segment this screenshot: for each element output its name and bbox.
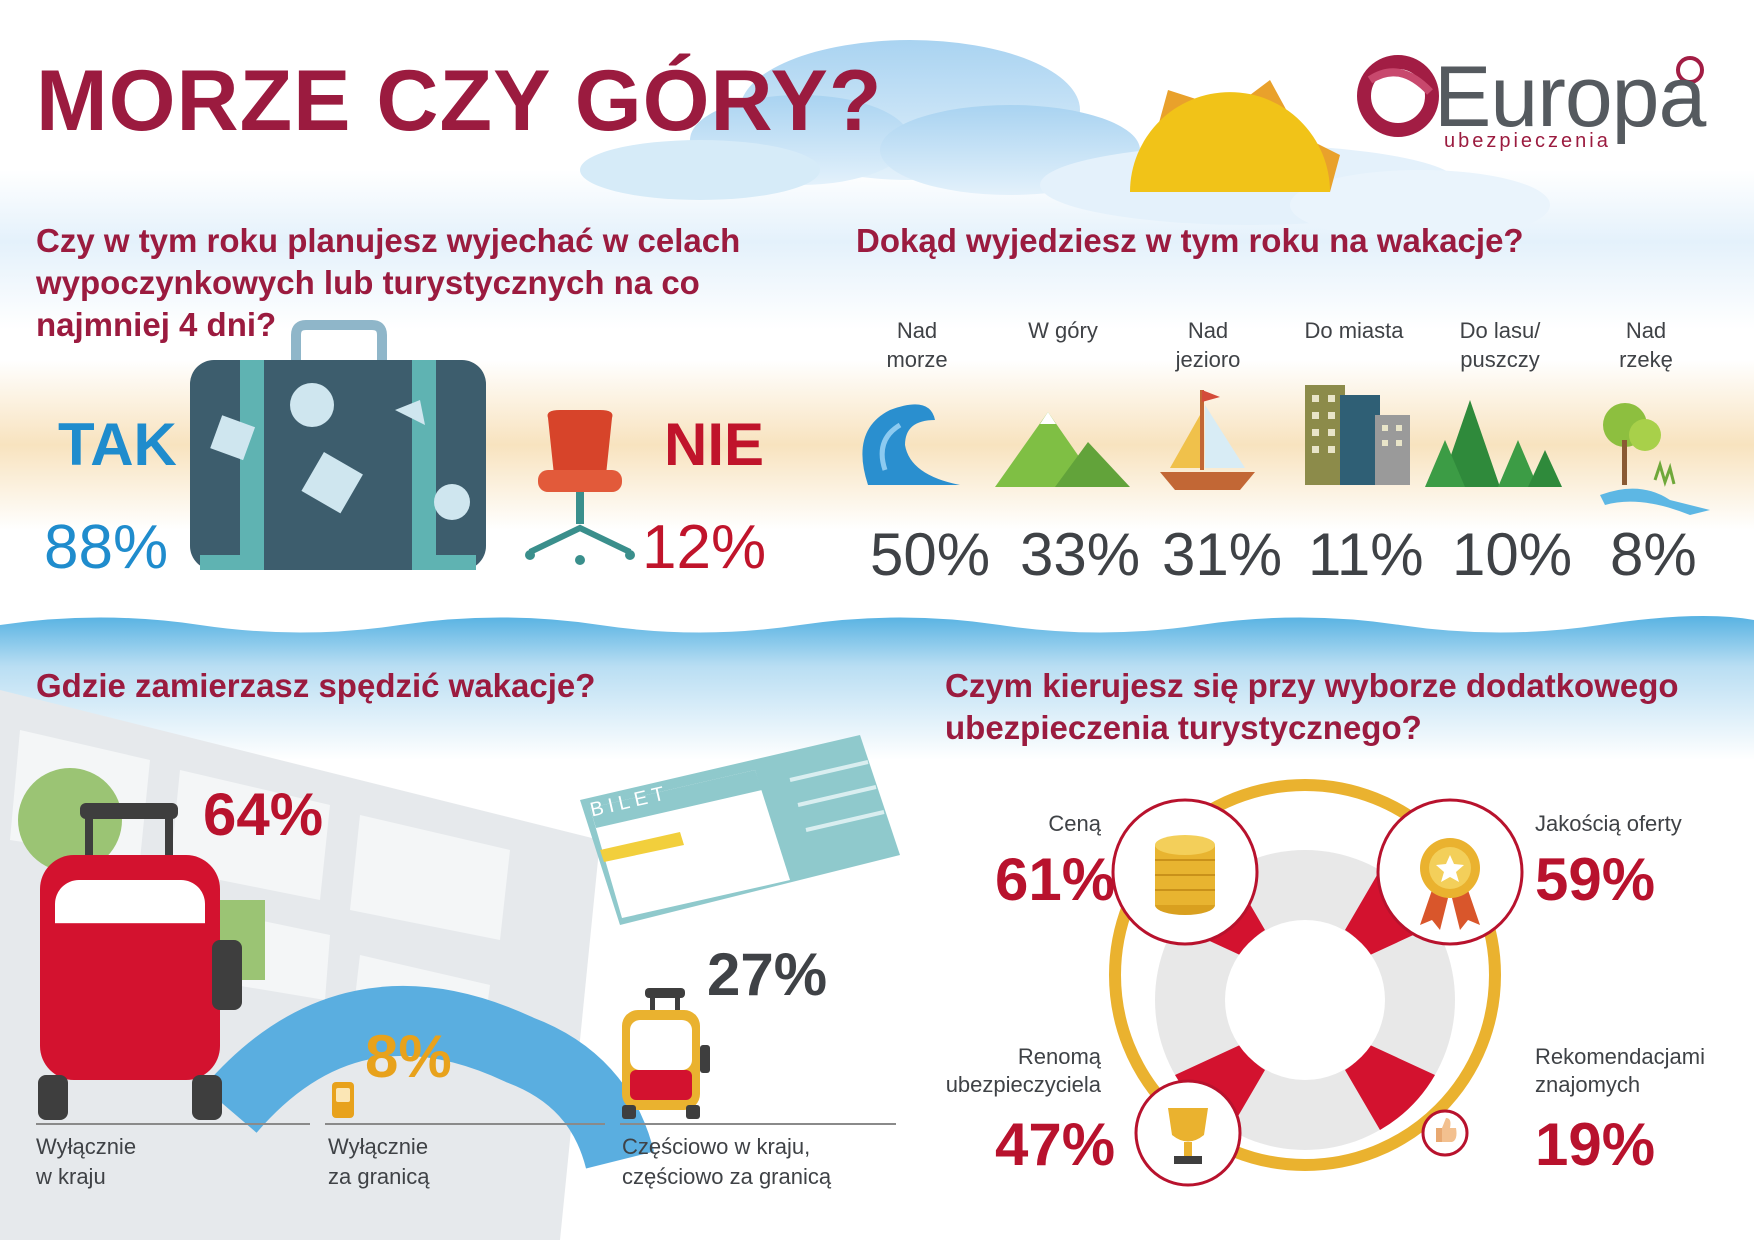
luggage-medium-icon xyxy=(622,988,710,1119)
q3-question: Gdzie zamierzasz spędzić wakacje? xyxy=(36,667,596,704)
q4-label-recommendation: Rekomendacjami znajomych xyxy=(1535,1044,1705,1097)
q2-question: Dokąd wyjedziesz w tym roku na wakacje? xyxy=(856,222,1524,259)
q2-pct-mountains: 33% xyxy=(1020,521,1141,588)
trophy-icon xyxy=(1134,1079,1242,1187)
q1-no-pct: 12% xyxy=(642,513,767,582)
luggage-large-fill xyxy=(55,923,205,1000)
q4-question: Czym kierujesz się przy wyborze dodatkow… xyxy=(945,665,1725,749)
q4-label-price: Ceną xyxy=(1048,811,1101,836)
mountains-icon xyxy=(995,412,1130,487)
q2-label-mountains: W góry xyxy=(1028,318,1098,343)
q4-label-quality: Jakością oferty xyxy=(1535,811,1682,836)
logo-wordmark: Europa xyxy=(1434,49,1706,145)
q1-question: Czy w tym roku planujesz wyjechać w cela… xyxy=(36,220,836,346)
ticket-icon xyxy=(580,735,900,925)
q2-label-river: Nad rzekę xyxy=(1619,318,1673,372)
page-title: MORZE CZY GÓRY? xyxy=(36,53,883,149)
luggage-large-icon xyxy=(38,803,242,1120)
sailboat-icon xyxy=(1160,390,1255,490)
thumbs-up-icon xyxy=(1421,1109,1469,1157)
river-tree-icon xyxy=(1600,403,1710,515)
q2-label-forest: Do lasu/puszczy xyxy=(1459,318,1541,372)
chair-icon xyxy=(525,410,635,565)
q2-label-sea: Nad morze xyxy=(886,318,948,372)
coins-icon xyxy=(1111,798,1259,946)
logo-swirl-icon xyxy=(1357,55,1704,137)
q1-question-line2: wypoczynkowych lub turystycznych na co n… xyxy=(36,264,700,343)
sun-icon xyxy=(1130,80,1340,192)
q2-pct-city: 11% xyxy=(1308,521,1424,588)
q4-pct-price: 61% xyxy=(995,846,1116,913)
q3-caption-mixed: Częściowo w kraju, częściowo za granicą xyxy=(622,1134,832,1189)
q4-pct-reputation: 47% xyxy=(995,1111,1116,1178)
q3-pct-mixed: 27% xyxy=(707,941,828,1008)
wave-icon xyxy=(862,404,960,485)
q3-pct-abroad: 8% xyxy=(365,1023,452,1090)
q4-pct-quality: 59% xyxy=(1535,846,1656,913)
q4-question-line2: ubezpieczenia turystycznego? xyxy=(945,709,1422,746)
luggage-small-icon xyxy=(332,1082,354,1118)
q2-pct-forest: 10% xyxy=(1452,521,1573,588)
city-buildings-icon xyxy=(1305,385,1410,485)
q2-pct-river: 8% xyxy=(1610,521,1697,588)
q3-pct-domestic: 64% xyxy=(203,781,324,848)
q2-pct-sea: 50% xyxy=(870,521,991,588)
q1-question-line1: Czy w tym roku planujesz wyjechać w cela… xyxy=(36,222,741,259)
suitcase-icon xyxy=(190,320,486,570)
q1-no-label: NIE xyxy=(664,411,765,478)
q4-label-reputation: Renomą ubezpieczyciela xyxy=(945,1044,1101,1097)
q2-pct-lake: 31% xyxy=(1162,521,1283,588)
q1-yes-pct: 88% xyxy=(44,513,169,582)
q3-caption-abroad: Wyłącznie za granicą xyxy=(328,1134,430,1189)
q3-caption-domestic: Wyłącznie w kraju xyxy=(36,1134,137,1189)
medal-icon xyxy=(1376,798,1524,946)
q2-label-lake: Nad jezioro xyxy=(1175,318,1241,372)
logo-subtitle: ubezpieczenia xyxy=(1444,130,1611,152)
q4-question-line1: Czym kierujesz się przy wyborze dodatkow… xyxy=(945,667,1679,704)
q1-yes-label: TAK xyxy=(58,411,177,478)
forest-icon xyxy=(1425,400,1562,487)
q2-label-city: Do miasta xyxy=(1304,318,1404,343)
q4-pct-recommendation: 19% xyxy=(1535,1111,1656,1178)
